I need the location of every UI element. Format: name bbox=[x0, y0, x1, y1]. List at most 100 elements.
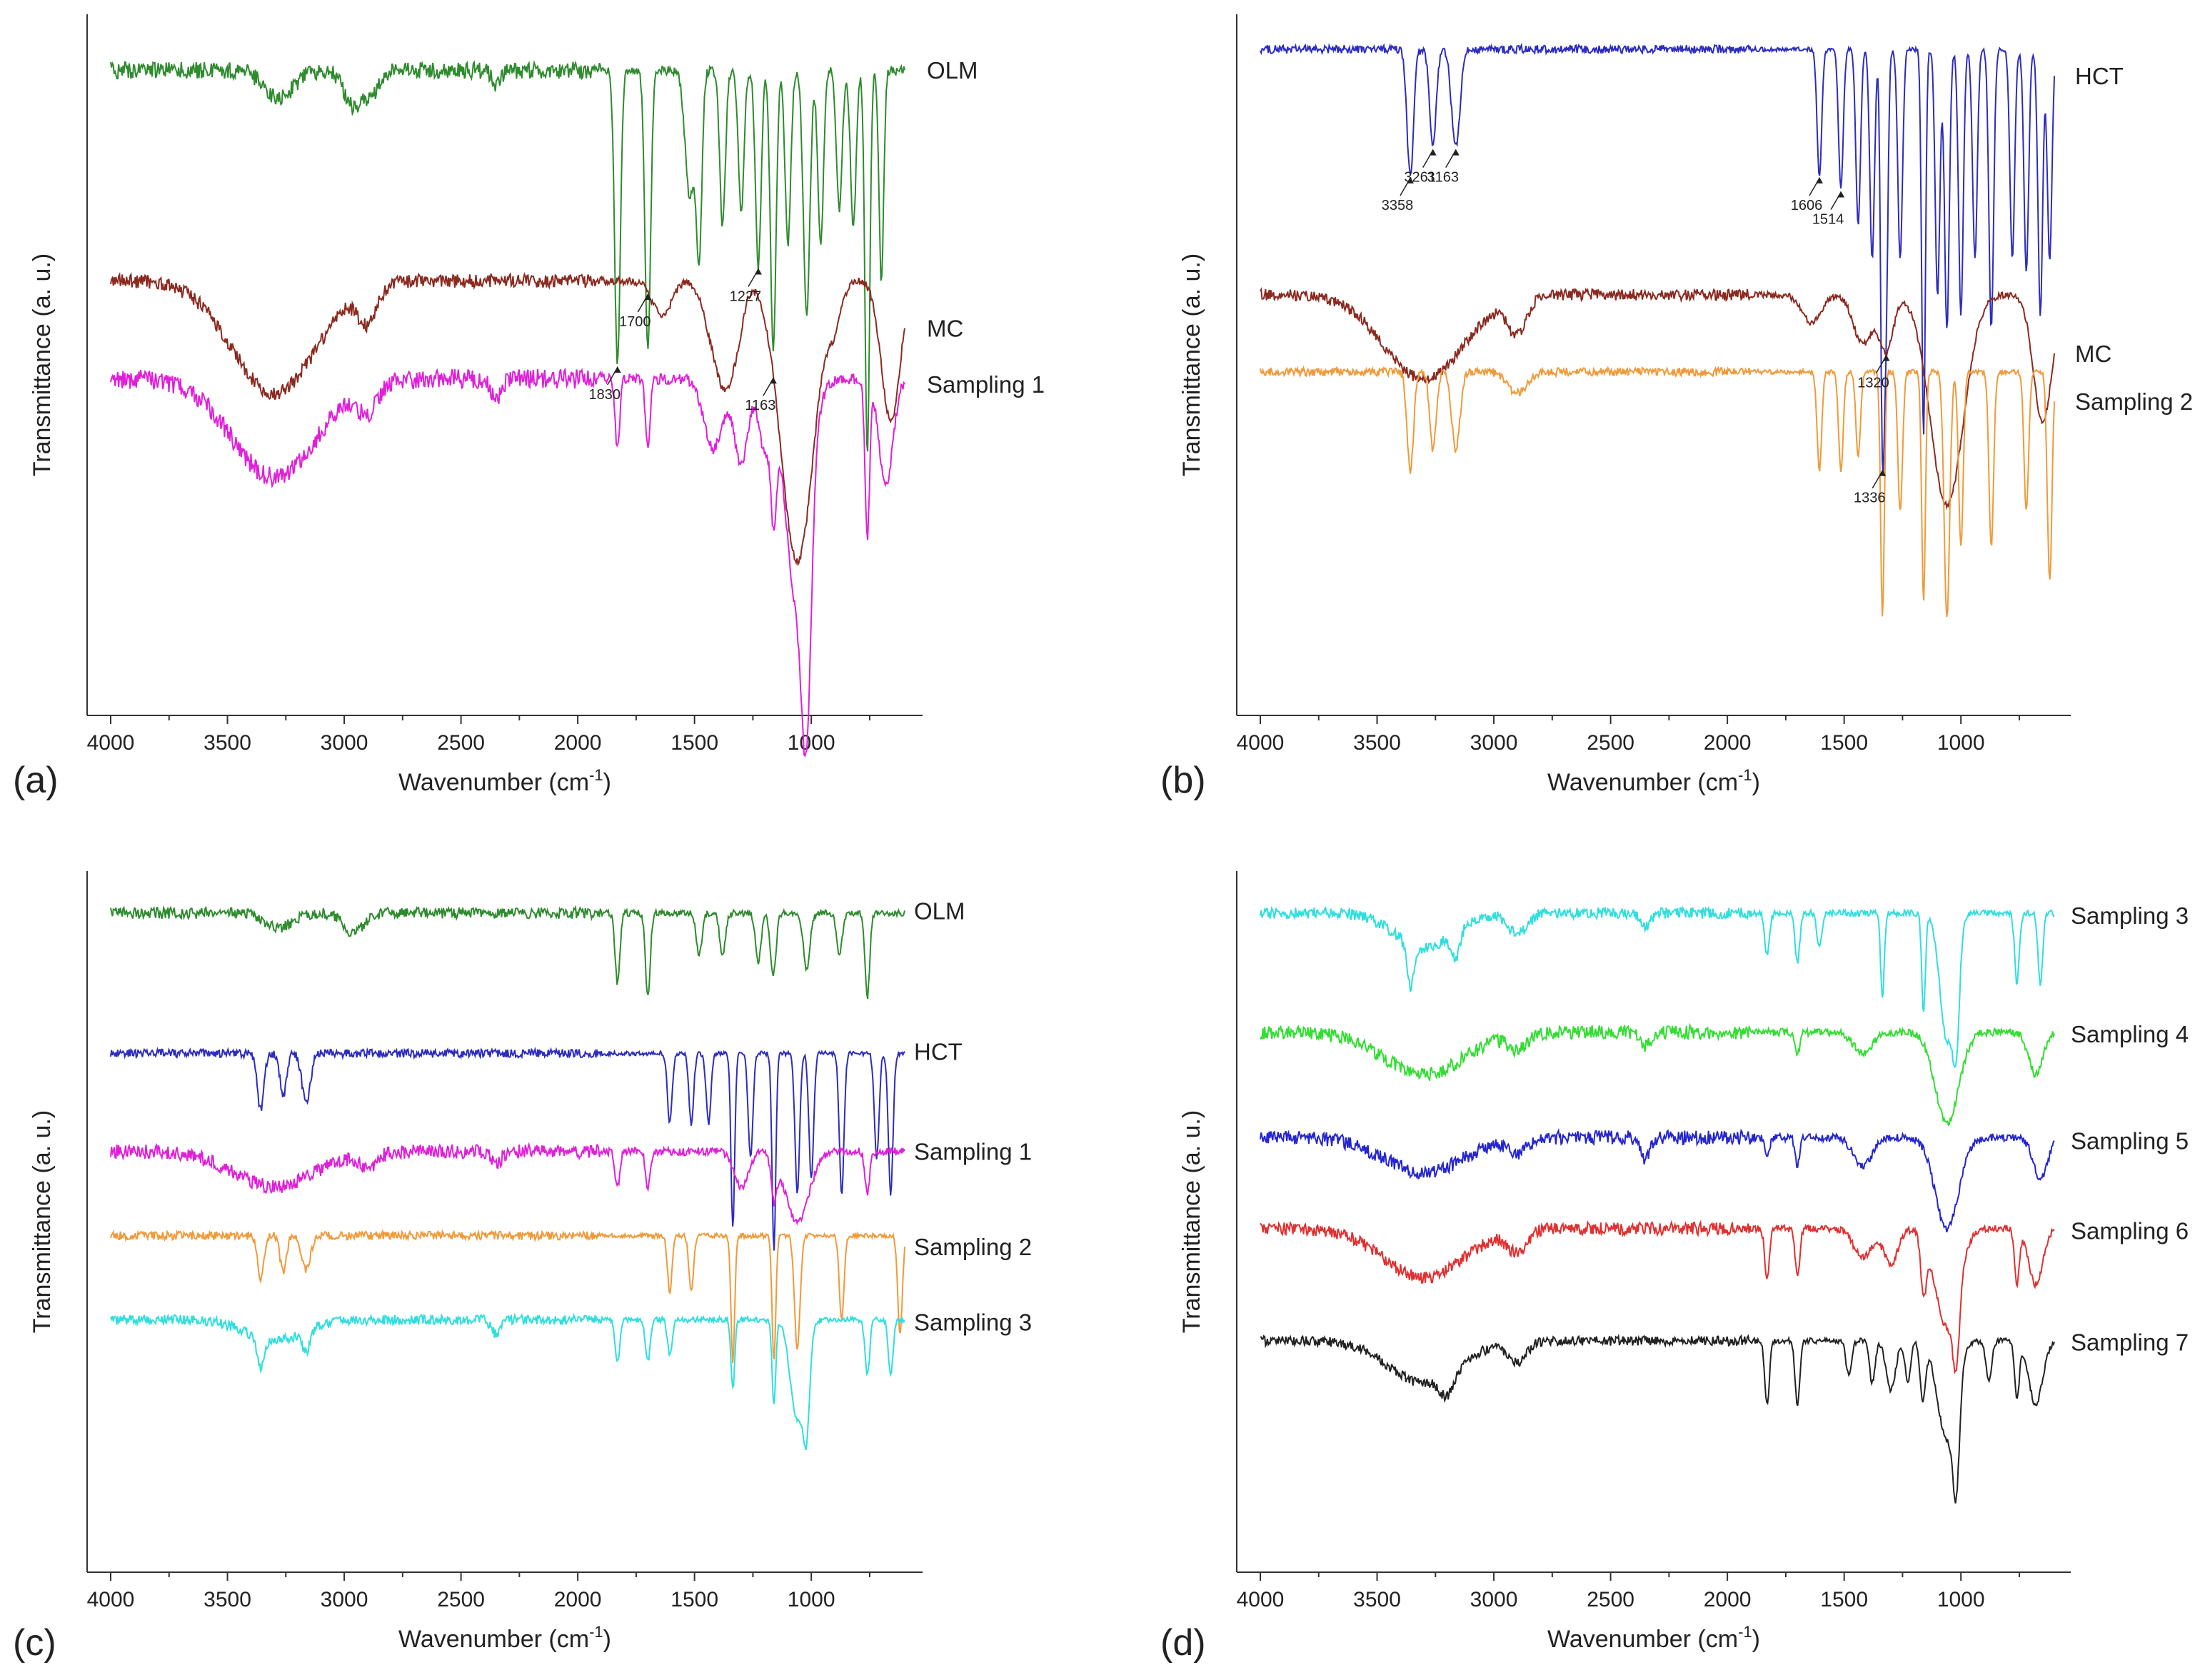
annotation-arrowhead bbox=[1406, 176, 1414, 183]
annotation-label: 1700 bbox=[619, 314, 651, 330]
x-tick-label: 3000 bbox=[1470, 1588, 1518, 1611]
series-line-sampling-1 bbox=[110, 1142, 905, 1226]
series-line-sampling-7 bbox=[1260, 1333, 2055, 1504]
y-axis-label: Transmittance (a. u.) bbox=[1178, 253, 1205, 476]
series-label: Sampling 3 bbox=[914, 1309, 1032, 1336]
annotation-label: 1514 bbox=[1812, 212, 1844, 228]
series-label: Sampling 1 bbox=[914, 1138, 1032, 1165]
x-axis-label-close: ) bbox=[603, 1626, 611, 1653]
x-tick-label: 3000 bbox=[1470, 731, 1518, 755]
x-tick-label: 2000 bbox=[554, 731, 602, 755]
series-line-sampling-3 bbox=[1260, 905, 2055, 1069]
x-tick-label: 2500 bbox=[437, 731, 485, 755]
x-tick-label: 1500 bbox=[1820, 731, 1868, 755]
series-label: Sampling 4 bbox=[2071, 1021, 2189, 1047]
x-axis-label: Wavenumber (cm-1) bbox=[398, 1623, 611, 1653]
series-line-sampling-4 bbox=[1260, 1022, 2055, 1127]
x-tick-label: 1000 bbox=[1937, 1588, 1985, 1611]
series-line-mc bbox=[110, 271, 905, 566]
annotation-arrowhead bbox=[1879, 469, 1887, 476]
annotation-label: 1320 bbox=[1857, 376, 1889, 391]
series-label: Sampling 1 bbox=[927, 371, 1045, 398]
annotation-arrowhead bbox=[1815, 176, 1823, 183]
panel-letter: (a) bbox=[13, 760, 59, 801]
series-line-hct bbox=[1260, 42, 2055, 476]
x-tick-label: 1500 bbox=[670, 731, 718, 755]
series-line-sampling-3 bbox=[110, 1312, 905, 1451]
y-axis-label: Transmittance (a. u.) bbox=[29, 253, 56, 476]
series-label: OLM bbox=[914, 897, 965, 924]
series-label: Sampling 6 bbox=[2071, 1217, 2189, 1244]
x-tick-label: 3500 bbox=[204, 1588, 251, 1611]
panel-letter: (d) bbox=[1160, 1622, 1206, 1664]
x-tick-label: 1500 bbox=[1820, 1588, 1868, 1611]
x-axis-label-sup: -1 bbox=[1738, 1623, 1752, 1641]
annotation-arrowhead bbox=[1429, 149, 1437, 156]
x-tick-label: 4000 bbox=[1237, 731, 1285, 755]
x-tick-label: 2000 bbox=[1704, 1588, 1752, 1611]
series-label: OLM bbox=[927, 57, 978, 84]
series-line-sampling-1 bbox=[110, 367, 905, 758]
x-tick-label: 3500 bbox=[1353, 1588, 1401, 1611]
annotation-label: 1606 bbox=[1791, 198, 1823, 213]
annotation-arrowhead bbox=[769, 377, 777, 384]
series-label: Sampling 3 bbox=[2071, 902, 2189, 929]
series-label: Sampling 2 bbox=[914, 1234, 1032, 1260]
series-label: MC bbox=[2075, 341, 2111, 367]
x-tick-label: 1000 bbox=[788, 1588, 835, 1611]
annotation-label: 1163 bbox=[745, 398, 775, 413]
x-axis-label: Wavenumber (cm-1) bbox=[398, 766, 611, 796]
annotation-arrowhead bbox=[1882, 354, 1890, 361]
series-label: HCT bbox=[2075, 63, 2124, 89]
series-label: HCT bbox=[914, 1039, 963, 1065]
annotation-arrowhead bbox=[1452, 149, 1460, 156]
chart-panel-1: 4000 3500 3000 2500 2000 1500 1000 Wavenumber (… bbox=[1160, 14, 2193, 801]
x-axis-label-close: ) bbox=[1752, 1626, 1760, 1653]
series-line-sampling-2 bbox=[1260, 365, 2055, 618]
series-line-sampling-5 bbox=[1260, 1127, 2055, 1233]
x-tick-label: 3000 bbox=[321, 731, 368, 755]
annotation-arrowhead bbox=[613, 366, 621, 373]
x-axis-label-main: Wavenumber (cm bbox=[1547, 1626, 1738, 1653]
x-axis-label-close: ) bbox=[603, 769, 611, 796]
x-tick-label: 3500 bbox=[204, 731, 251, 755]
x-tick-label: 4000 bbox=[87, 1588, 135, 1611]
x-axis-label-sup: -1 bbox=[1738, 766, 1752, 784]
x-axis-label-close: ) bbox=[1752, 769, 1760, 796]
chart-panel-2: 4000 3500 3000 2500 2000 1500 1000 Wavenumber (… bbox=[13, 871, 1032, 1664]
x-tick-label: 1500 bbox=[670, 1588, 718, 1611]
x-axis-label-main: Wavenumber (cm bbox=[398, 769, 589, 796]
x-tick-label: 1000 bbox=[1937, 731, 1985, 755]
x-tick-label: 2000 bbox=[554, 1588, 602, 1611]
x-axis-label: Wavenumber (cm-1) bbox=[1547, 766, 1760, 796]
chart-panel-3: 4000 3500 3000 2500 2000 1500 1000 Wavenumber (… bbox=[1160, 871, 2189, 1664]
series-line-sampling-2 bbox=[110, 1228, 905, 1364]
panel-letter: (c) bbox=[13, 1622, 56, 1664]
x-tick-label: 2500 bbox=[1587, 1588, 1634, 1611]
series-line-olm bbox=[110, 905, 905, 1000]
x-axis-label-main: Wavenumber (cm bbox=[1547, 769, 1738, 796]
annotation-label: 1336 bbox=[1854, 491, 1886, 506]
x-tick-label: 2000 bbox=[1704, 731, 1752, 755]
x-axis-label-sup: -1 bbox=[589, 1623, 603, 1641]
series-label: Sampling 7 bbox=[2071, 1329, 2189, 1355]
x-tick-label: 1000 bbox=[788, 731, 835, 755]
annotation-arrowhead bbox=[644, 293, 652, 301]
series-line-olm bbox=[110, 60, 905, 452]
x-tick-label: 3500 bbox=[1353, 731, 1401, 755]
x-tick-label: 4000 bbox=[87, 731, 135, 755]
annotation-label: 3358 bbox=[1382, 198, 1414, 213]
annotation-label: 1227 bbox=[730, 289, 762, 305]
series-label: MC bbox=[927, 316, 963, 342]
series-line-sampling-6 bbox=[1260, 1219, 2055, 1375]
series-label: Sampling 5 bbox=[2071, 1128, 2189, 1155]
x-axis-label-main: Wavenumber (cm bbox=[398, 1626, 589, 1653]
panel-letter: (b) bbox=[1160, 760, 1206, 801]
annotation-arrowhead bbox=[754, 268, 762, 275]
y-axis-label: Transmittance (a. u.) bbox=[29, 1110, 56, 1333]
x-axis-label: Wavenumber (cm-1) bbox=[1547, 1623, 1760, 1653]
chart-panel-0: 4000 3500 3000 2500 2000 1500 1000 Wavenumber (… bbox=[13, 14, 1045, 801]
annotation-label: 3163 bbox=[1427, 170, 1459, 186]
x-axis-label-sup: -1 bbox=[589, 766, 603, 784]
